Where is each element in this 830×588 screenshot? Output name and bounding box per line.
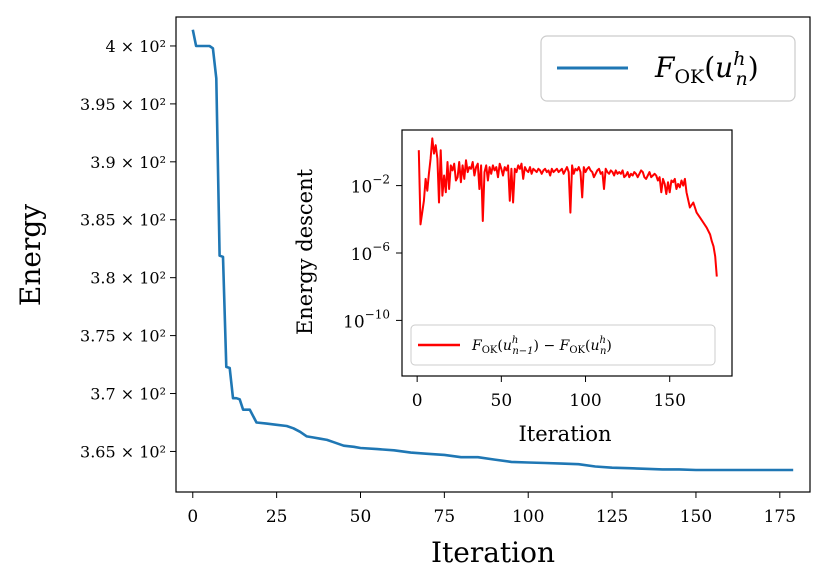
main-y-axis-label: Energy [14, 204, 47, 306]
inset-y-tick-label: 10−10 [343, 307, 390, 332]
main-y-tick-label: 4 × 10² [105, 37, 166, 56]
main-x-tick-label: 25 [266, 507, 288, 527]
main-y-tick-label: 3.95 × 10² [80, 95, 166, 114]
main-x-tick-label: 75 [434, 507, 456, 527]
main-x-tick-label: 125 [596, 507, 628, 527]
inset-x-tick-label: 150 [653, 391, 685, 411]
main-y-tick-label: 3.8 × 10² [90, 269, 166, 288]
main-x-tick-label: 175 [764, 507, 796, 527]
inset-x-tick-label: 0 [412, 391, 423, 411]
main-x-tick-label: 100 [512, 507, 544, 527]
inset-y-tick-label: 10−2 [351, 173, 390, 198]
main-x-tick-label: 50 [350, 507, 372, 527]
main-legend: FOK(uh n) [540, 35, 796, 102]
inset-series-line [417, 137, 718, 277]
main-series-line [191, 29, 794, 472]
inset-x-tick-label: 50 [491, 391, 513, 411]
inset-x-axis-label: Iteration [518, 422, 611, 446]
main-x-tick-label: 0 [187, 507, 198, 527]
inset-axes: 0 50 100 150 10−2 10−6 10−10 Iteration Energy… [293, 129, 733, 446]
main-x-axis-label: Iteration [431, 536, 555, 569]
inset-legend: FOK(uh n−1) − FOK(uh n) [410, 324, 716, 366]
main-y-ticks: 3.65 × 10² 3.7 × 10² 3.75 × 10² 3.8 × 10² 3.… [80, 37, 176, 461]
inset-x-tick-label: 100 [569, 391, 601, 411]
main-x-tick-label: 150 [680, 507, 712, 527]
inset-y-ticks: 10−2 10−6 10−10 [343, 173, 402, 332]
main-y-tick-label: 3.85 × 10² [80, 211, 166, 230]
inset-y-axis-label: Energy descent [293, 168, 317, 335]
inset-x-ticks: 0 50 100 150 [412, 376, 686, 411]
inset-y-tick-label: 10−6 [351, 240, 390, 265]
main-x-ticks: 0 25 50 75 100 125 150 175 [187, 492, 796, 527]
main-legend-label: FOK(uh n) [654, 48, 759, 90]
main-y-tick-label: 3.7 × 10² [90, 385, 166, 404]
main-y-tick-label: 3.9 × 10² [90, 153, 166, 172]
main-y-tick-label: 3.65 × 10² [80, 442, 166, 461]
inset-legend-box [410, 324, 716, 366]
main-legend-box [540, 35, 796, 102]
main-y-tick-label: 3.75 × 10² [80, 327, 166, 346]
